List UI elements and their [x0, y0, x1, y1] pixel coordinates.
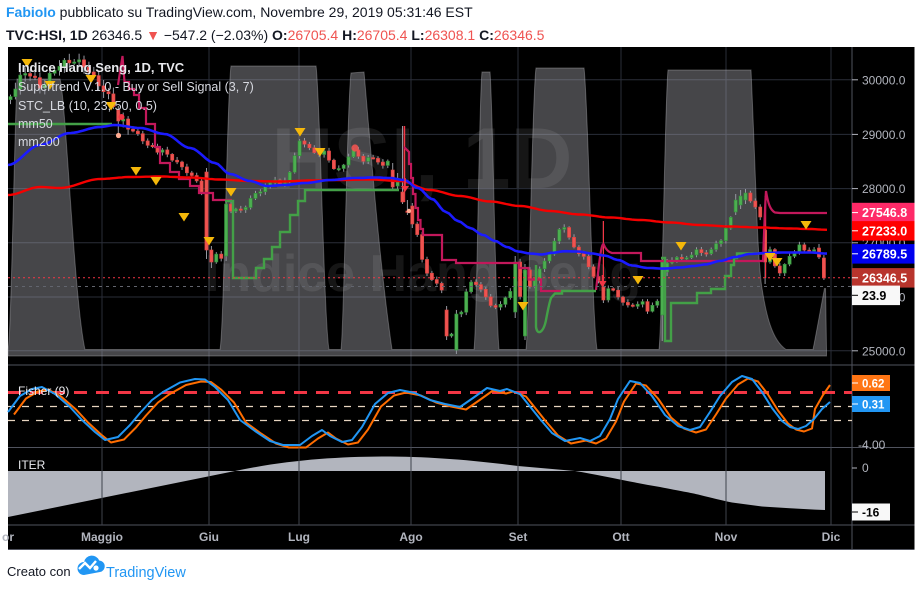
svg-text:Dic: Dic	[822, 530, 841, 544]
svg-text:STC_LB (10, 23, 50, 0.5): STC_LB (10, 23, 50, 0.5)	[18, 99, 157, 113]
svg-text:Set: Set	[509, 530, 528, 544]
svg-text:mm200: mm200	[18, 135, 60, 149]
svg-text:23.9: 23.9	[862, 289, 886, 303]
svg-text:ITER: ITER	[18, 458, 46, 472]
svg-text:Creato con: Creato con	[7, 564, 71, 579]
svg-text:26346.5: 26346.5	[862, 271, 907, 285]
svg-text:Ago: Ago	[399, 530, 422, 544]
svg-text:0.31: 0.31	[862, 400, 885, 412]
svg-text:Fisher (9): Fisher (9)	[18, 384, 69, 398]
svg-text:27233.0: 27233.0	[862, 224, 907, 238]
svg-text:TradingView: TradingView	[106, 565, 186, 581]
svg-text:Lug: Lug	[288, 530, 310, 544]
svg-text:29000.0: 29000.0	[862, 128, 906, 142]
svg-text:26789.5: 26789.5	[862, 247, 907, 261]
svg-text:25000.0: 25000.0	[862, 344, 906, 358]
svg-text:FabioIo pubblicato su TradingV: FabioIo pubblicato su TradingView.com, N…	[6, 4, 473, 20]
svg-text:Giu: Giu	[199, 530, 219, 544]
svg-text:Indice Hang Seng, 1D, TVC: Indice Hang Seng, 1D, TVC	[18, 60, 185, 75]
svg-text:28000.0: 28000.0	[862, 182, 906, 196]
svg-text:Ott: Ott	[612, 530, 629, 544]
svg-text:Supertrend V.1.0 - Buy or Sell: Supertrend V.1.0 - Buy or Sell Signal (3…	[18, 80, 254, 94]
svg-text:mm50: mm50	[18, 117, 53, 131]
svg-text:HSI, 1D: HSI, 1D	[271, 111, 572, 207]
svg-text:-4.00: -4.00	[858, 438, 886, 452]
svg-text:Nov: Nov	[715, 530, 738, 544]
svg-text:-16: -16	[862, 506, 880, 520]
svg-text:Maggio: Maggio	[81, 530, 123, 544]
svg-text:30000.0: 30000.0	[862, 73, 906, 87]
svg-text:TVC:HSI, 1D 26346.5 ▼ −547.2 (: TVC:HSI, 1D 26346.5 ▼ −547.2 (−2.03%) O:…	[6, 27, 545, 43]
svg-text:or: or	[2, 530, 14, 544]
svg-text:0: 0	[862, 461, 869, 475]
svg-text:0.62: 0.62	[862, 379, 884, 391]
svg-text:27546.8: 27546.8	[862, 206, 907, 220]
